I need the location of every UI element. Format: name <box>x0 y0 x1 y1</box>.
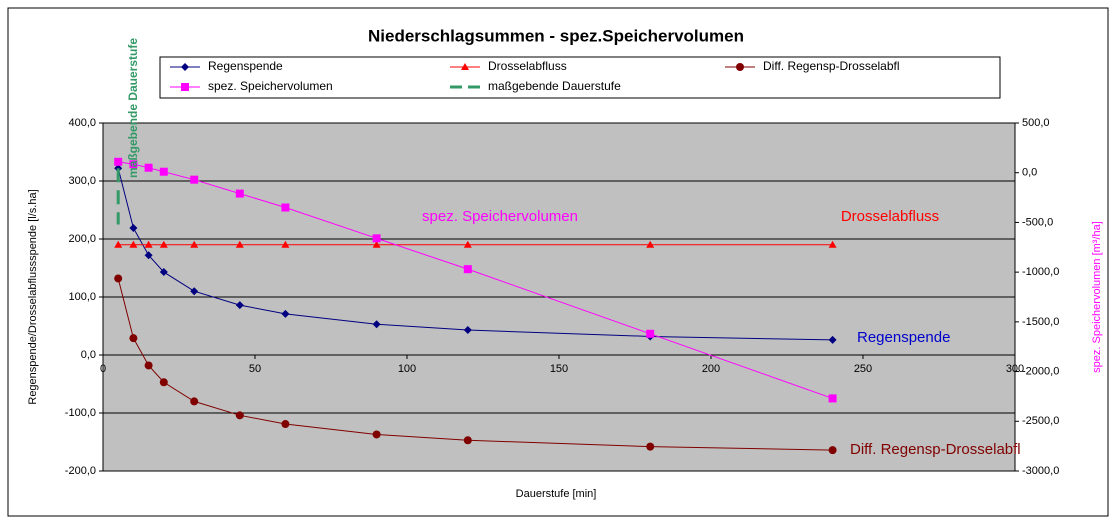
y-tick-label: 300,0 <box>68 175 96 187</box>
y-tick-label: 200,0 <box>68 233 96 245</box>
marker <box>828 335 837 344</box>
marker <box>646 240 655 248</box>
x-tick-label: 50 <box>249 363 261 375</box>
marker <box>144 361 153 370</box>
marker <box>463 265 472 274</box>
marker <box>461 63 469 70</box>
y-tick-label: -100,0 <box>65 407 96 419</box>
marker <box>181 83 189 91</box>
annotation: maßgebende Dauerstufe <box>126 38 140 178</box>
marker <box>235 240 244 248</box>
legend-label: Drosselabfluss <box>488 59 567 73</box>
marker <box>190 175 199 184</box>
marker <box>181 63 189 71</box>
marker <box>235 189 244 198</box>
legend-label: Regenspende <box>208 59 283 73</box>
y2-tick-label: -2000,0 <box>1022 365 1059 377</box>
marker <box>129 160 138 169</box>
marker <box>372 234 381 243</box>
y2-tick-label: 500,0 <box>1022 117 1050 129</box>
marker <box>736 63 744 71</box>
y2-tick-label: -2500,0 <box>1022 415 1059 427</box>
y-tick-label: -200,0 <box>65 465 96 477</box>
legend-label: spez. Speichervolumen <box>208 79 333 93</box>
y2-tick-label: -1500,0 <box>1022 316 1059 328</box>
marker <box>114 157 123 166</box>
y-axis-title: Regenspende/Drosselabflussspende [l/s.ha… <box>27 189 39 404</box>
marker <box>828 240 837 248</box>
marker <box>646 442 655 451</box>
y2-axis-title: spez. Speichervolumen [m³/ha] <box>1091 221 1103 373</box>
x-tick-label: 200 <box>702 363 720 375</box>
legend <box>159 56 1001 99</box>
legend-label: Diff. Regensp-Drosselabfl <box>763 59 900 73</box>
marker <box>144 163 153 172</box>
marker <box>281 309 290 318</box>
y2-tick-label: -3000,0 <box>1022 465 1059 477</box>
marker <box>281 240 290 248</box>
annotation: Regenspende <box>857 329 950 346</box>
marker <box>235 301 244 310</box>
x-axis-title: Dauerstufe [min] <box>516 488 597 500</box>
x-tick-label: 250 <box>854 363 872 375</box>
marker <box>144 240 153 248</box>
x-tick-label: 150 <box>550 363 568 375</box>
marker <box>159 240 168 248</box>
marker <box>463 240 472 248</box>
legend-label: maßgebende Dauerstufe <box>488 79 621 93</box>
marker <box>372 240 381 248</box>
marker <box>190 397 199 406</box>
y2-tick-label: -1000,0 <box>1022 266 1059 278</box>
marker <box>463 326 472 335</box>
marker <box>159 167 168 176</box>
marker <box>281 420 290 429</box>
marker <box>646 329 655 338</box>
marker <box>114 240 123 248</box>
marker <box>129 334 138 343</box>
marker <box>281 203 290 212</box>
y2-tick-label: -500,0 <box>1022 216 1053 228</box>
marker <box>235 411 244 420</box>
annotation: spez. Speichervolumen <box>422 208 578 225</box>
y-tick-label: 100,0 <box>68 291 96 303</box>
annotation: Drosselabfluss <box>841 208 939 225</box>
y2-tick-label: 0,0 <box>1022 167 1037 179</box>
marker <box>372 430 381 439</box>
marker <box>828 446 837 455</box>
marker <box>159 378 168 387</box>
marker <box>828 394 837 403</box>
marker <box>144 251 153 260</box>
marker <box>372 320 381 329</box>
marker <box>463 436 472 445</box>
marker <box>114 274 123 283</box>
marker <box>129 223 138 232</box>
marker <box>159 268 168 277</box>
y-tick-label: 400,0 <box>68 117 96 129</box>
annotation: Diff. Regensp-Drosselabfl <box>850 441 1021 458</box>
marker <box>190 240 199 248</box>
marker <box>129 240 138 248</box>
marker <box>190 287 199 296</box>
y-tick-label: 0,0 <box>81 349 96 361</box>
x-tick-label: 100 <box>398 363 416 375</box>
chart-title: Niederschlagsummen - spez.Speichervolume… <box>368 26 744 45</box>
